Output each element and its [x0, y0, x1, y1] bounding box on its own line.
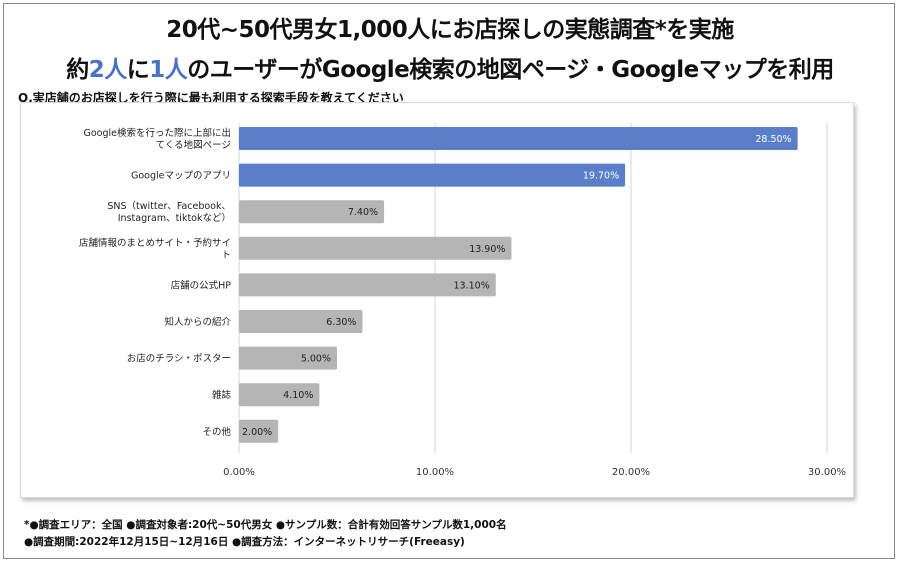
category-label: 店舗情報のまとめサイト・予約サイト [79, 237, 231, 261]
bar-value-label: 19.70% [583, 171, 619, 182]
category-label-line: Googleマップのアプリ [131, 171, 231, 182]
bar-value-label: 2.00% [242, 427, 272, 438]
category-label-line: 店舗の公式HP [171, 279, 232, 291]
category-label-line: 知人からの紹介 [164, 316, 231, 328]
headline-line1-text: 20代~50代男女1,000人にお店探しの実態調査*を実施 [166, 17, 734, 43]
category-label-line: その他 [202, 426, 231, 438]
category-label-line: 店舗情報のまとめサイト・予約サイ [79, 237, 231, 249]
headline-subtitle: 約2人に1人のユーザーがGoogle検索の地図ページ・Googleマップを利用 [0, 50, 900, 84]
category-label: Google検索を行った際に上部に出てくる地図ページ [83, 127, 231, 151]
headline-line2-post: のユーザーがGoogle検索の地図ページ・Googleマップを利用 [187, 57, 833, 83]
category-label: お店のチラシ・ポスター [127, 353, 231, 365]
headline-title: 20代~50代男女1,000人にお店探しの実態調査*を実施 [0, 10, 900, 44]
bar-value-label: 28.50% [755, 134, 791, 145]
x-tick-label: 0.00% [223, 467, 255, 478]
footnote-line-1: *●調査エリア：全国 ●調査対象者:20代~50代男女 ●サンプル数：合計有効回… [24, 517, 507, 534]
category-label: 店舗の公式HP [171, 279, 232, 291]
headline-line2-accent-1: 2人 [89, 57, 127, 83]
bar-value-label: 5.00% [301, 354, 331, 365]
category-label: Googleマップのアプリ [131, 171, 231, 182]
bar [239, 127, 798, 150]
category-label-line: 雑誌 [212, 389, 232, 401]
x-tick-label: 30.00% [808, 467, 846, 478]
bar [239, 164, 625, 187]
category-label-line: SNS（twitter、Facebook、 [107, 200, 231, 212]
category-label-line: ト [221, 250, 231, 261]
category-label-line: Instagram、tiktokなど） [118, 212, 231, 224]
headline-line2-accent-2: 1人 [149, 57, 187, 83]
bar-value-label: 13.10% [454, 280, 490, 291]
chart-panel: 0.00% 10.00% 20.00% 30.00% 28.50% Google検索を行っ… [20, 102, 854, 498]
bar-value-label: 13.90% [469, 244, 505, 255]
category-label: SNS（twitter、Facebook、 Instagram、tiktokなど） [107, 200, 231, 224]
category-label: 雑誌 [212, 389, 232, 401]
footnote-line-2: ●調査期間:2022年12月15日~12月16日 ●調査方法：インターネットリサ… [24, 534, 507, 551]
x-tick-label: 20.00% [612, 467, 650, 478]
x-tick-label: 10.00% [416, 467, 454, 478]
headline-line2-pre: 約 [66, 57, 89, 83]
category-label: 知人からの紹介 [164, 316, 231, 328]
bar-value-label: 4.10% [283, 390, 313, 401]
headline-line2-mid: に [127, 57, 150, 83]
bar-value-label: 7.40% [348, 207, 378, 218]
category-label-line: お店のチラシ・ポスター [127, 353, 231, 365]
category-label: その他 [202, 426, 231, 438]
footnotes: *●調査エリア：全国 ●調査対象者:20代~50代男女 ●サンプル数：合計有効回… [24, 517, 507, 551]
category-label-line: てくる地図ページ [156, 139, 231, 151]
bar-chart: 0.00% 10.00% 20.00% 30.00% 28.50% Google検索を行っ… [21, 103, 853, 497]
bar-value-label: 6.30% [326, 317, 356, 328]
category-label-line: Google検索を行った際に上部に出 [83, 127, 231, 139]
